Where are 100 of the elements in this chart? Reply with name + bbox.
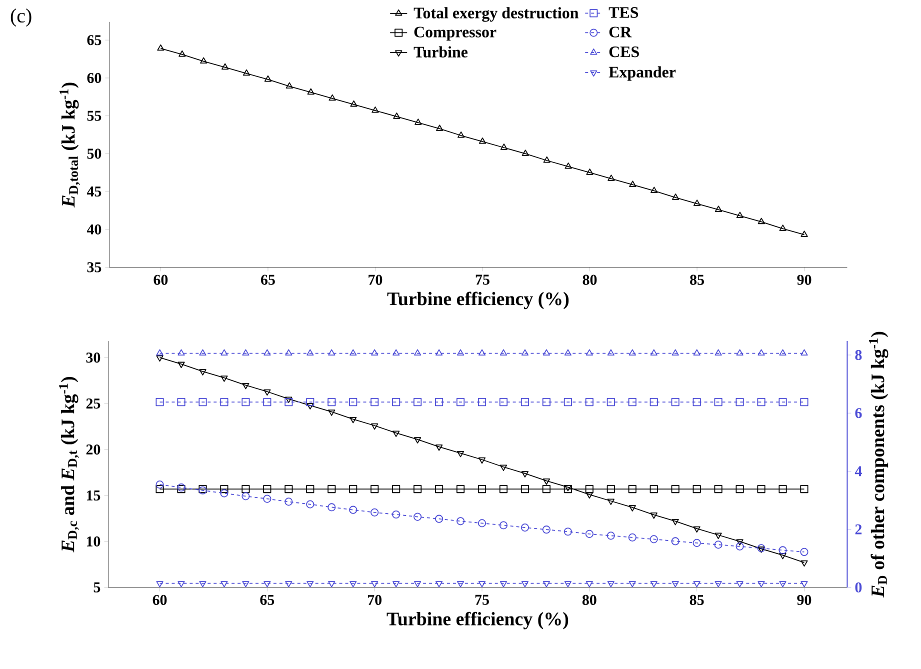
point	[263, 484, 272, 494]
y-tick-label: 35	[87, 262, 102, 272]
point	[542, 398, 550, 406]
x-tick-label: 90	[797, 274, 812, 285]
point	[736, 212, 744, 218]
point	[350, 581, 357, 588]
point	[456, 398, 465, 406]
point	[521, 471, 529, 478]
point	[650, 581, 658, 588]
point	[736, 539, 744, 546]
point	[672, 193, 680, 200]
point	[608, 174, 615, 181]
point	[284, 498, 293, 506]
point	[178, 349, 185, 356]
point	[800, 484, 808, 494]
legend-label: Compressor	[414, 26, 496, 41]
y-tick-label: 50	[87, 148, 102, 159]
point	[478, 349, 486, 356]
point	[392, 398, 400, 406]
point	[500, 464, 508, 471]
point	[435, 349, 443, 356]
point	[435, 581, 443, 588]
point	[456, 581, 464, 588]
point	[349, 506, 358, 514]
point	[693, 200, 701, 206]
point	[220, 581, 228, 588]
point	[264, 581, 271, 588]
point	[242, 492, 250, 500]
point	[607, 498, 614, 505]
point	[736, 484, 744, 494]
point	[478, 398, 486, 406]
point	[414, 349, 422, 356]
point	[307, 88, 314, 95]
point	[220, 489, 228, 498]
point	[306, 500, 314, 508]
y-axis-title: E$_{D,total}$ (kJ kg$^{-1}$)	[60, 82, 80, 208]
point	[628, 349, 636, 356]
point	[242, 581, 250, 588]
point	[435, 514, 444, 523]
point	[520, 523, 530, 532]
point	[606, 398, 615, 406]
point	[586, 492, 593, 499]
point	[436, 124, 444, 131]
point	[285, 581, 292, 588]
point	[758, 349, 765, 356]
point	[306, 403, 314, 410]
point	[435, 444, 443, 451]
legend-label: Expander	[608, 66, 676, 81]
point	[156, 480, 164, 489]
x-axis-title: Turbine efficiency (%)	[387, 292, 569, 310]
point	[778, 484, 787, 494]
y2-tick-label: 6	[855, 408, 862, 418]
point	[758, 218, 765, 224]
point	[371, 581, 378, 588]
point	[392, 581, 400, 588]
point	[628, 581, 636, 588]
point	[800, 349, 808, 356]
point	[564, 162, 572, 169]
x-tick-label: 60	[154, 274, 168, 285]
point	[242, 69, 250, 76]
point	[650, 484, 658, 494]
point	[156, 581, 164, 588]
y-tick-label: 55	[87, 110, 102, 121]
point	[650, 349, 658, 356]
y2-tick-label: 2	[855, 524, 862, 534]
point	[220, 376, 228, 382]
point	[414, 398, 422, 406]
point	[542, 581, 550, 588]
point	[221, 63, 229, 70]
point	[628, 484, 636, 494]
x-tick-label: 70	[368, 594, 382, 605]
point	[264, 349, 271, 356]
point	[478, 457, 486, 464]
x-tick-label: 85	[690, 274, 704, 285]
x-tick-label: 65	[260, 594, 274, 605]
point	[156, 484, 164, 494]
point	[692, 538, 701, 547]
point	[264, 389, 271, 396]
point	[350, 100, 358, 107]
point	[328, 484, 336, 494]
point	[564, 528, 572, 536]
point	[543, 156, 550, 163]
point	[392, 349, 400, 356]
point	[800, 560, 808, 567]
point	[349, 398, 358, 406]
x-tick-label: 85	[690, 594, 704, 605]
point	[371, 349, 378, 356]
point	[457, 131, 465, 138]
legend-label: TES	[608, 7, 638, 18]
x-tick-label: 75	[475, 594, 489, 605]
point	[370, 398, 379, 406]
point	[156, 349, 164, 356]
point	[435, 484, 444, 494]
point	[200, 57, 208, 64]
point	[714, 532, 722, 539]
point	[693, 581, 700, 588]
point	[714, 540, 722, 549]
point	[199, 369, 206, 376]
point	[263, 398, 272, 406]
y-tick-label: 65	[87, 35, 102, 46]
